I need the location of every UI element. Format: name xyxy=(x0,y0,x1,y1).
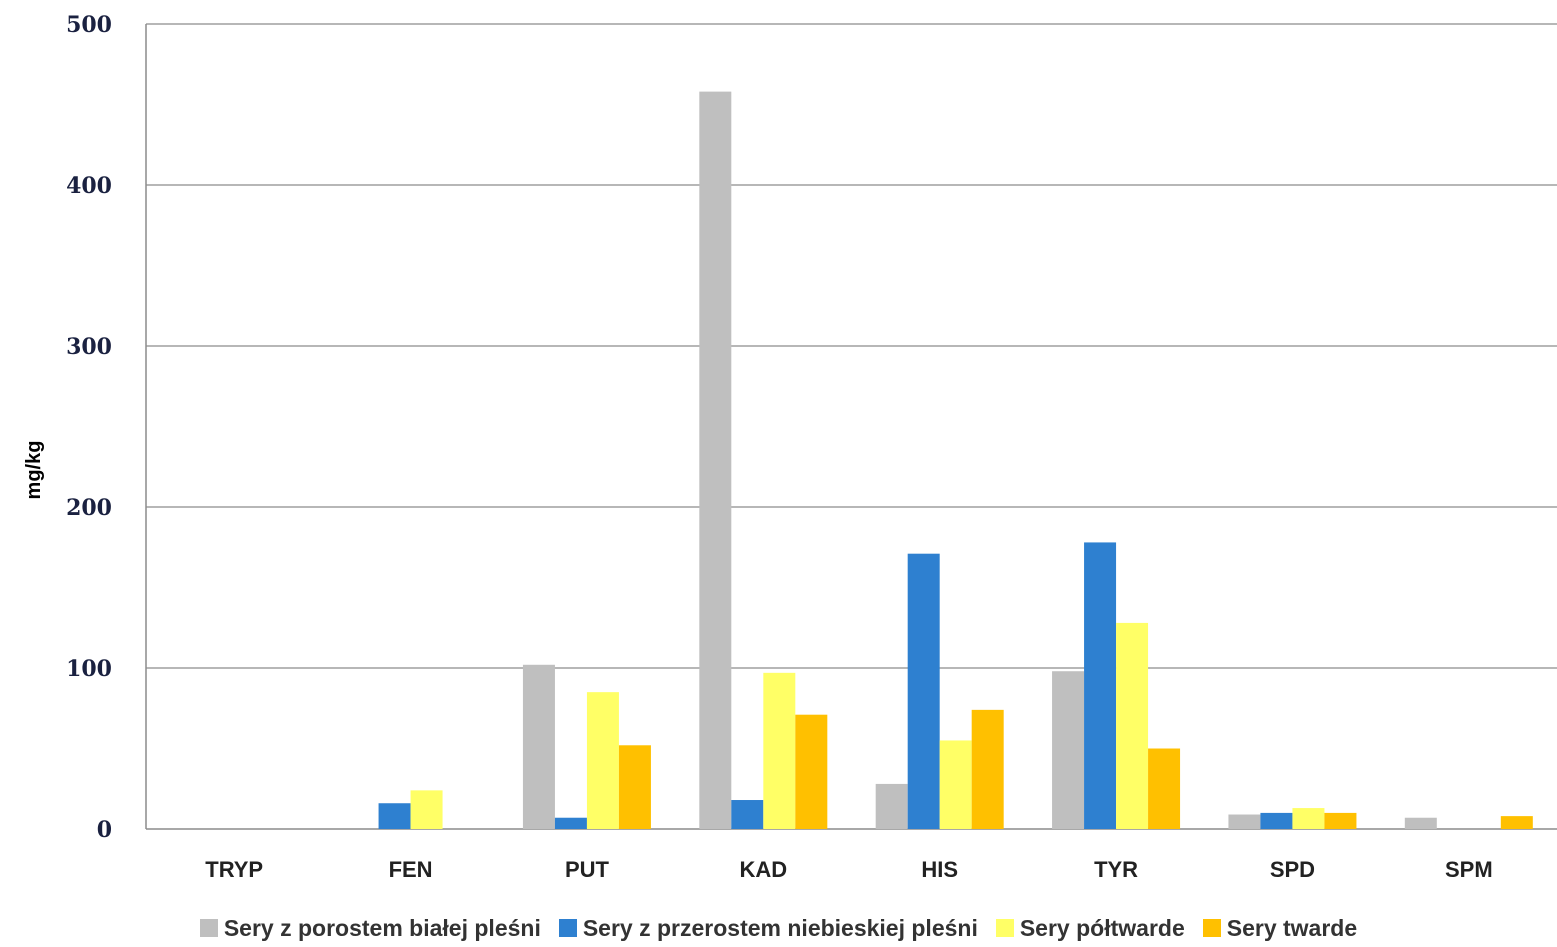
legend-item: Sery z przerostem niebieskiej pleśni xyxy=(558,914,978,942)
y-tick-label: 300 xyxy=(66,334,112,360)
bar-chart: 0 100 200 300 400 500 TRYP FEN PUT KAD HIS TYR SPD S… xyxy=(23,12,1557,882)
y-tick-label: 200 xyxy=(66,495,112,521)
bar xyxy=(1404,817,1437,829)
bar xyxy=(1292,808,1325,829)
bar xyxy=(907,553,940,829)
bar xyxy=(1228,814,1261,829)
y-tick-label: 500 xyxy=(66,12,112,38)
bar xyxy=(939,740,972,829)
legend-swatch xyxy=(1202,919,1221,937)
legend-item: Sery półtwarde xyxy=(995,914,1185,942)
x-tick-label: HIS xyxy=(921,857,958,882)
bar xyxy=(554,817,587,829)
bar xyxy=(875,783,908,829)
bar xyxy=(1260,812,1293,829)
bar xyxy=(971,709,1004,829)
x-tick-label: SPD xyxy=(1270,857,1315,882)
bars xyxy=(378,91,1533,830)
legend-swatch xyxy=(558,919,577,937)
bar xyxy=(410,790,443,829)
gridlines xyxy=(146,23,1557,830)
legend-label: Sery twarde xyxy=(1226,914,1358,941)
y-tick-label: 400 xyxy=(66,173,112,199)
y-tick-label: 0 xyxy=(97,817,112,843)
bar xyxy=(1148,748,1181,829)
y-axis-label: mg/kg xyxy=(23,441,45,500)
legend-swatch xyxy=(995,919,1014,937)
bar xyxy=(378,803,411,829)
legend-item: Sery twarde xyxy=(1202,914,1358,942)
bar xyxy=(731,800,764,829)
x-tick-label: TRYP xyxy=(205,857,263,882)
bar xyxy=(1324,812,1357,829)
bar xyxy=(586,692,619,829)
bar xyxy=(522,664,555,829)
x-axis-ticks: TRYP FEN PUT KAD HIS TYR SPD SPM xyxy=(205,857,1492,882)
legend-label: Sery z porostem białej pleśni xyxy=(223,914,541,941)
x-tick-label: PUT xyxy=(565,857,610,882)
bar xyxy=(1116,622,1149,829)
x-tick-label: FEN xyxy=(389,857,433,882)
bar xyxy=(699,91,732,830)
bar xyxy=(1084,542,1117,829)
legend-label: Sery z przerostem niebieskiej pleśni xyxy=(582,914,978,941)
y-axis-ticks: 0 100 200 300 400 500 xyxy=(66,12,112,843)
legend-swatch xyxy=(199,919,218,937)
bar xyxy=(618,745,651,829)
y-tick-label: 100 xyxy=(66,656,112,682)
bar xyxy=(763,672,796,829)
bar xyxy=(1052,671,1085,829)
legend-label: Sery półtwarde xyxy=(1019,914,1185,941)
x-tick-label: SPM xyxy=(1445,857,1493,882)
x-tick-label: KAD xyxy=(739,857,787,882)
legend-item: Sery z porostem białej pleśni xyxy=(199,914,541,942)
bar xyxy=(1500,816,1533,829)
bar xyxy=(795,714,828,829)
legend: Sery z porostem białej pleśni Sery z prze… xyxy=(0,910,1557,946)
x-tick-label: TYR xyxy=(1094,857,1138,882)
